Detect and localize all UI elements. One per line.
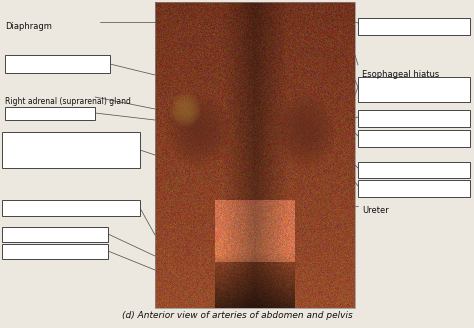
Bar (2, 244, 108, 259)
Bar (2, 132, 140, 168)
Bar (358, 180, 470, 197)
Text: (d) Anterior view of arteries of abdomen and pelvis: (d) Anterior view of arteries of abdomen… (122, 311, 352, 320)
Bar (2, 227, 108, 242)
Bar (358, 18, 470, 35)
Bar (5, 55, 110, 73)
Bar (2, 200, 140, 216)
Bar (358, 110, 470, 127)
Bar (155, 2, 355, 308)
Text: Right adrenal (suprarenal) gland: Right adrenal (suprarenal) gland (5, 97, 131, 106)
Bar (358, 130, 470, 147)
Text: Ureter: Ureter (362, 206, 389, 215)
Bar (358, 77, 470, 102)
Bar (5, 107, 95, 120)
Text: Esophageal hiatus: Esophageal hiatus (362, 70, 439, 79)
Bar (358, 162, 470, 178)
Text: Diaphragm: Diaphragm (5, 22, 52, 31)
